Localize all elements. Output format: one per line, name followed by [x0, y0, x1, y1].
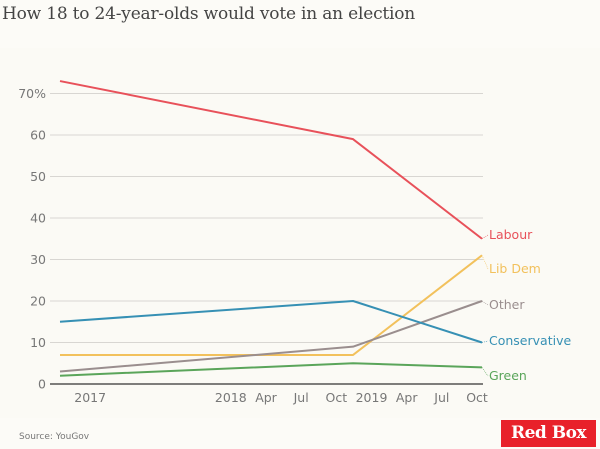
series-line-lib-dem [60, 254, 483, 356]
y-tick-label: 50 [30, 169, 46, 184]
series-label: Other [489, 297, 525, 312]
label-leader [481, 255, 489, 270]
x-tick-label: Jul [293, 390, 309, 405]
x-tick-label: Jul [433, 390, 449, 405]
series-label: Lib Dem [489, 261, 541, 276]
y-tick-label: 70% [18, 86, 46, 101]
y-tick-label: 30 [30, 252, 46, 267]
x-tick-label: 2019 [356, 390, 388, 405]
gridlines [50, 93, 483, 385]
series-label: Conservative [489, 333, 571, 348]
label-leader [481, 340, 489, 343]
y-tick-label: 10 [30, 335, 46, 350]
series-line-green [59, 362, 483, 377]
series-line-labour [59, 80, 483, 240]
series-label: Green [489, 368, 527, 383]
label-leader [481, 367, 489, 377]
series-line-other [59, 300, 483, 373]
chart-area [0, 48, 600, 418]
y-tick-label: 40 [30, 211, 46, 226]
chart-title: How 18 to 24-year-olds would vote in an … [2, 4, 416, 24]
y-tick-label: 60 [30, 128, 46, 143]
x-tick-label: Apr [396, 390, 418, 405]
series-line-conservative [59, 300, 483, 344]
x-tick-label: Apr [255, 390, 277, 405]
label-leader [481, 300, 489, 306]
y-axis-ticks: 0 10 20 30 40 50 60 70% [18, 86, 46, 392]
label-leader [481, 234, 489, 240]
series-labels: Labour Lib Dem Other Conservative Green [481, 227, 571, 383]
x-tick-label: Oct [466, 390, 488, 405]
x-tick-label: Oct [326, 390, 348, 405]
red-box-logo: Red Box [501, 420, 596, 447]
series-label: Labour [489, 227, 533, 242]
source-note: Source: YouGov [19, 432, 90, 442]
series-lines [59, 80, 483, 377]
y-tick-label: 20 [30, 294, 46, 309]
x-tick-label: 2018 [215, 390, 247, 405]
x-axis-ticks: 2017 2018 Apr Jul Oct 2019 Apr Jul Oct [74, 390, 488, 405]
x-tick-label: 2017 [74, 390, 106, 405]
y-tick-label: 0 [38, 377, 46, 392]
